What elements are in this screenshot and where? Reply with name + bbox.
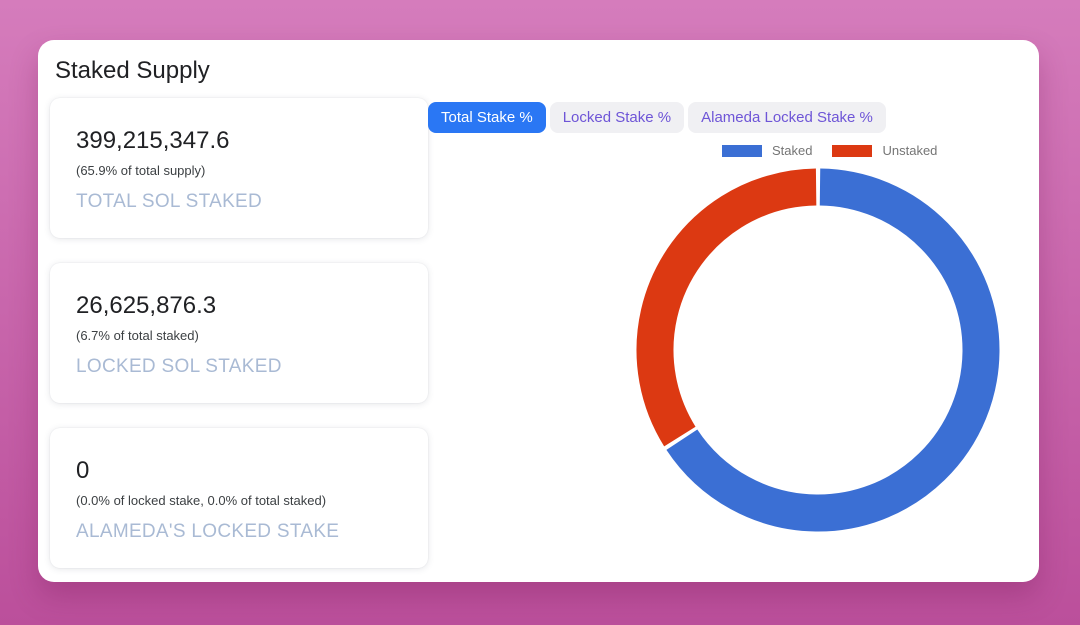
- chart-column: Total Stake % Locked Stake % Alameda Loc…: [428, 98, 1039, 558]
- stat-card-alameda-locked-stake: 0 (0.0% of locked stake, 0.0% of total s…: [50, 428, 428, 568]
- stat-value: 26,625,876.3: [76, 292, 217, 319]
- stat-label: TOTAL SOL STAKED: [76, 191, 263, 212]
- stats-column: 399,215,347.6 (65.9% of total supply) TO…: [50, 98, 428, 593]
- legend-swatch-unstaked: [832, 144, 873, 157]
- legend-label-staked: Staked: [772, 143, 813, 158]
- tab-alameda-locked-stake[interactable]: Alameda Locked Stake %: [688, 102, 886, 133]
- donut-chart: [636, 168, 1000, 532]
- stat-value: 0: [76, 457, 90, 484]
- page-title: Staked Supply: [55, 57, 210, 84]
- stat-card-locked-sol-staked: 26,625,876.3 (6.7% of total staked) LOCK…: [50, 263, 428, 403]
- legend-swatch-staked: [722, 144, 762, 157]
- stat-card-total-sol-staked: 399,215,347.6 (65.9% of total supply) TO…: [50, 98, 428, 238]
- stat-label: ALAMEDA'S LOCKED STAKE: [76, 521, 340, 542]
- chart-legend: Staked Unstaked: [722, 143, 937, 158]
- stat-note: (6.7% of total staked): [76, 328, 199, 343]
- stat-note: (65.9% of total supply): [76, 163, 206, 178]
- legend-item-staked[interactable]: Staked: [722, 143, 812, 158]
- stat-value: 399,215,347.6: [76, 127, 230, 154]
- staked-supply-panel: Staked Supply 399,215,347.6 (65.9% of to…: [38, 40, 1039, 582]
- legend-label-unstaked: Unstaked: [882, 143, 938, 158]
- tab-total-stake[interactable]: Total Stake %: [428, 102, 546, 133]
- legend-item-unstaked[interactable]: Unstaked: [832, 143, 937, 158]
- chart-tabs: Total Stake % Locked Stake % Alameda Loc…: [428, 102, 886, 133]
- stat-note: (0.0% of locked stake, 0.0% of total sta…: [76, 493, 327, 508]
- tab-locked-stake[interactable]: Locked Stake %: [549, 102, 685, 133]
- donut-slice-unstaked[interactable]: [636, 168, 1000, 532]
- stat-label: LOCKED SOL STAKED: [76, 356, 282, 377]
- panel-content: 399,215,347.6 (65.9% of total supply) TO…: [38, 98, 1039, 593]
